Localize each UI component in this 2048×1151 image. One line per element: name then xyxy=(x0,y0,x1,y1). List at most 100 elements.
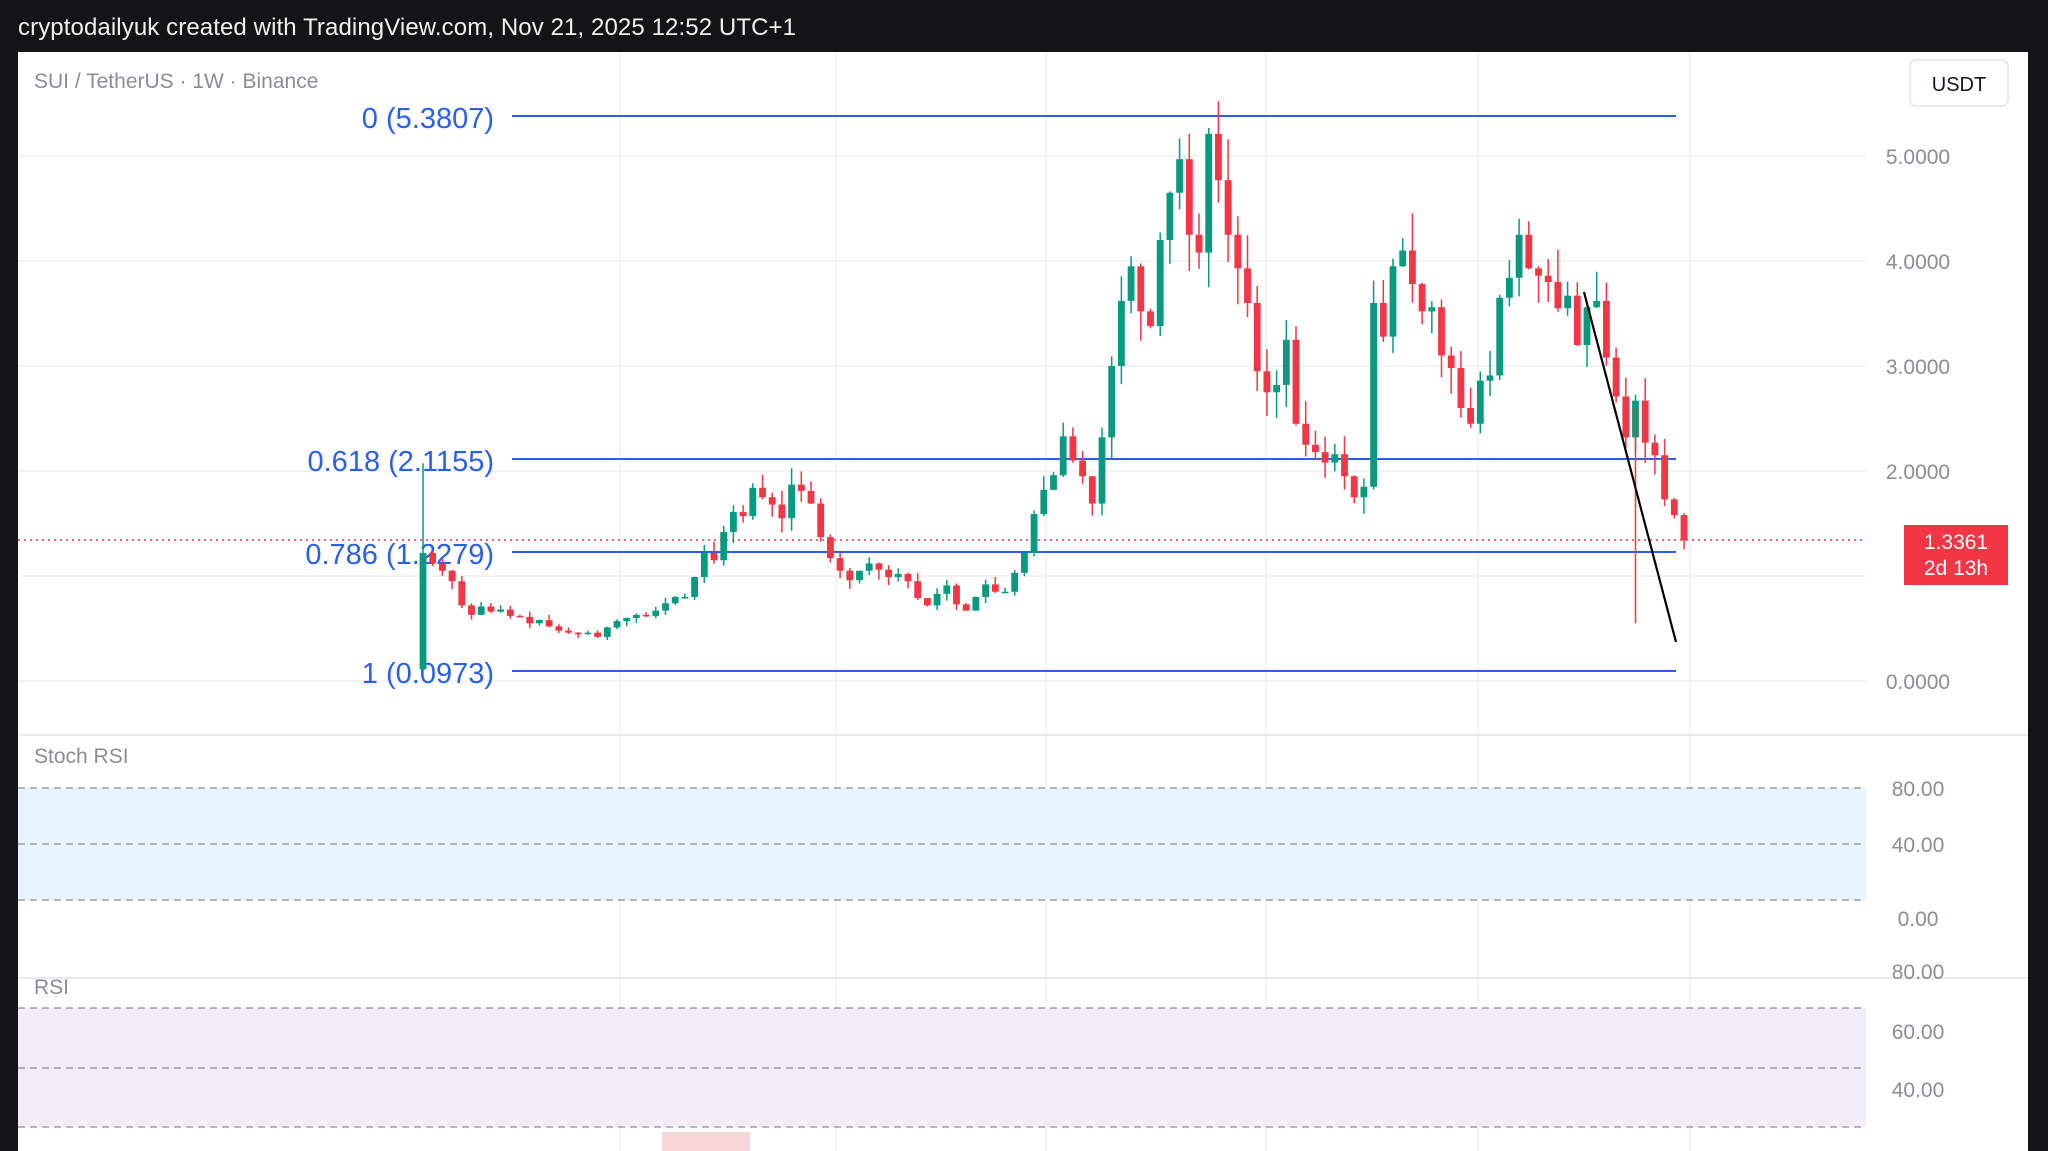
rsi-tick: 60.00 xyxy=(1892,1021,1945,1044)
candle-body xyxy=(846,570,854,581)
candle-body xyxy=(924,598,931,606)
candle-body xyxy=(1438,307,1445,356)
candle-body xyxy=(1098,437,1106,504)
candle-body xyxy=(1360,486,1368,498)
candle-body xyxy=(497,609,504,612)
candle-body xyxy=(1418,284,1426,312)
rsi-tick: 80.00 xyxy=(1892,961,1945,984)
chart-canvas[interactable]: 0 (5.3807) 0.618 (2.1155) 0.786 (1.2279)… xyxy=(18,52,2028,1151)
candle-body xyxy=(1399,250,1407,267)
candle-body xyxy=(894,573,902,578)
candle-body xyxy=(584,632,592,635)
price-badge: 1.3361 2d 13h xyxy=(1904,525,2008,585)
candle-body xyxy=(448,570,456,582)
candle-body xyxy=(1292,339,1300,424)
candle-body xyxy=(1050,475,1057,490)
candle-body xyxy=(1234,234,1242,269)
candle-body xyxy=(953,585,960,605)
candle-body xyxy=(526,616,534,624)
candle-body xyxy=(1331,454,1339,463)
candle-body xyxy=(1011,572,1019,592)
candle-body xyxy=(1312,444,1319,453)
candle-body xyxy=(1641,400,1649,443)
candle-body xyxy=(1370,303,1377,487)
left-border xyxy=(0,52,18,1151)
candle-body xyxy=(1680,515,1688,541)
candle-body xyxy=(991,584,999,592)
candle-body xyxy=(1321,452,1329,463)
candle-body xyxy=(1069,436,1077,461)
candle-body xyxy=(613,621,621,628)
currency-label[interactable]: USDT xyxy=(1932,74,1986,96)
candle-body xyxy=(1564,295,1571,309)
vertical-grid xyxy=(619,52,1691,1151)
candle-body xyxy=(972,597,980,611)
price-badge-countdown: 2d 13h xyxy=(1924,557,1988,580)
fib-lines xyxy=(512,115,1676,672)
price-tick: 4.0000 xyxy=(1886,251,1950,274)
candle-body xyxy=(739,511,747,517)
candle-body xyxy=(603,627,611,637)
candle-body xyxy=(1341,454,1348,477)
rsi-label: RSI xyxy=(34,976,69,999)
candle-body xyxy=(1535,268,1542,276)
candle-body xyxy=(1088,476,1096,504)
candle-body xyxy=(1176,159,1183,193)
top-attribution-bar: cryptodailyuk created with TradingView.c… xyxy=(0,0,2048,52)
candle-body xyxy=(768,497,776,505)
candle-body xyxy=(1661,455,1668,500)
candle-body xyxy=(1593,300,1601,308)
fib-label: 0 (5.3807) xyxy=(362,103,494,135)
candle-body xyxy=(1166,192,1174,240)
candle-body xyxy=(1573,295,1581,345)
candle-body xyxy=(1282,339,1290,385)
price-tick: 0.0000 xyxy=(1886,671,1950,694)
candle-body xyxy=(574,632,582,635)
price-tick: 3.0000 xyxy=(1886,356,1950,379)
candle-body xyxy=(671,597,679,604)
candle-body xyxy=(1457,368,1465,408)
candle-body xyxy=(477,606,485,615)
candle-body xyxy=(1215,133,1222,181)
stoch-tick: 40.00 xyxy=(1892,834,1945,857)
candle-body xyxy=(439,563,446,571)
candle-body xyxy=(788,484,795,519)
candle-body xyxy=(419,552,427,670)
candle-body xyxy=(720,531,728,561)
candle-body xyxy=(1467,408,1474,424)
candle-body xyxy=(700,552,708,578)
candle-body xyxy=(836,558,844,571)
candle-body xyxy=(914,581,922,599)
trend-line-icon[interactable] xyxy=(1582,291,1678,643)
candle-body xyxy=(1205,133,1213,253)
candle-body xyxy=(1185,159,1193,235)
candle-body xyxy=(1670,499,1678,516)
candle-body xyxy=(1583,307,1591,345)
candle-body xyxy=(1525,234,1533,269)
candle-body xyxy=(817,503,825,538)
stoch-tick: 80.00 xyxy=(1892,778,1945,801)
candle-body xyxy=(827,537,834,559)
candle-body xyxy=(468,605,475,615)
fib-label: 1 (0.0973) xyxy=(362,658,494,690)
candle-body xyxy=(730,511,737,532)
candle-body xyxy=(623,618,631,622)
candle-body xyxy=(458,581,466,606)
candle-body xyxy=(1224,180,1232,235)
fib-label: 0.618 (2.1155) xyxy=(308,446,495,478)
candle-body xyxy=(1195,234,1203,253)
candle-body xyxy=(982,584,989,597)
candle-body xyxy=(1603,300,1610,358)
candle-body xyxy=(1622,396,1630,438)
candle-body xyxy=(1118,300,1125,366)
candle-body xyxy=(1079,460,1086,477)
chart-frame[interactable]: 0 (5.3807) 0.618 (2.1155) 0.786 (1.2279)… xyxy=(18,52,2028,1151)
stoch-rsi-label: Stoch RSI xyxy=(34,745,129,768)
candle-body xyxy=(710,552,718,561)
candle-body xyxy=(1350,476,1358,498)
currency-button[interactable]: USDT xyxy=(1909,59,2009,107)
candle-body xyxy=(1108,366,1116,438)
candle-body xyxy=(1612,357,1620,397)
price-badge-value: 1.3361 xyxy=(1924,531,1988,554)
rsi-levels xyxy=(18,1007,1866,1128)
